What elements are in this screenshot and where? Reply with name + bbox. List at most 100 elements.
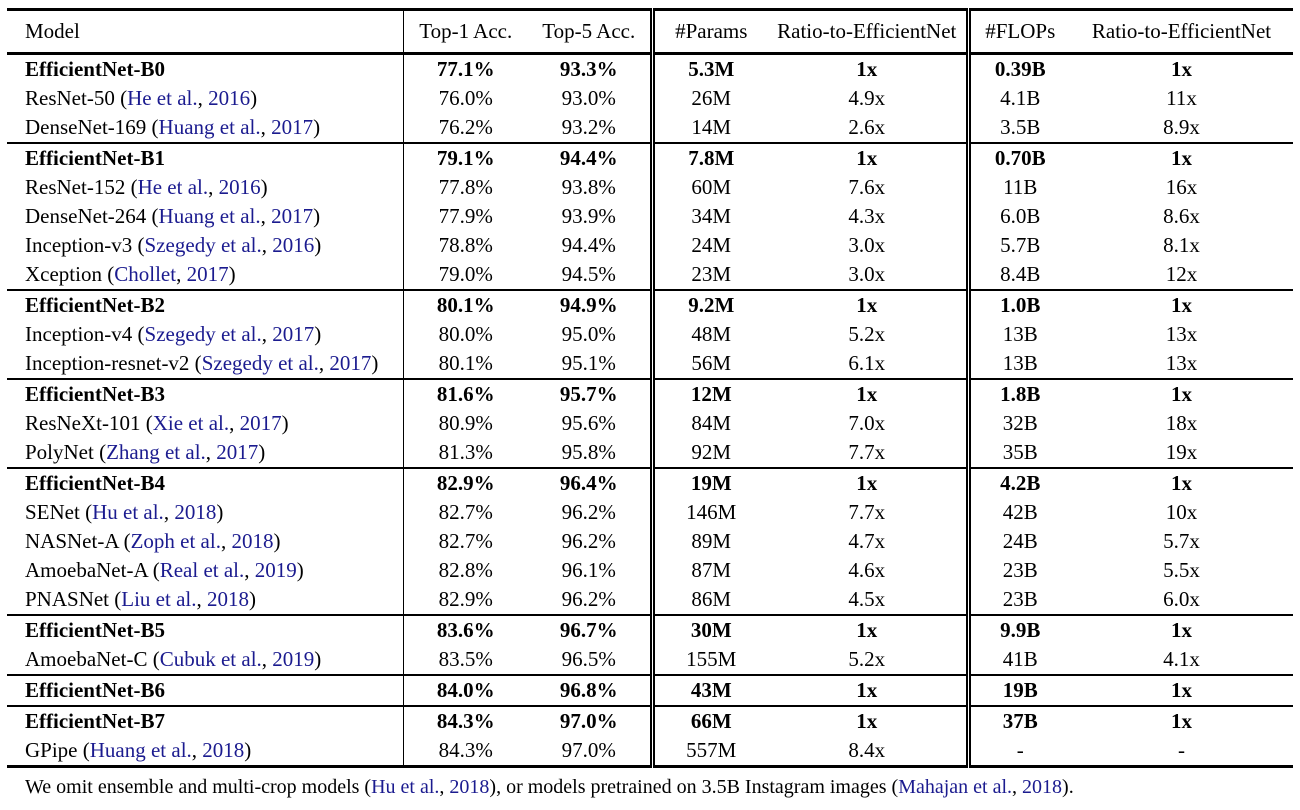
column-header-params-ratio: Ratio-to-EfficientNet: [768, 9, 971, 54]
top1-acc-cell: 84.3%: [438, 738, 493, 762]
citation-link[interactable]: Hu et al.: [92, 500, 164, 524]
model-cell: EfficientNet-B0: [7, 53, 404, 84]
model-cell: PNASNet (Liu et al., 2018): [7, 585, 404, 615]
top5-acc-cell: 93.0%: [528, 84, 655, 113]
citation-link[interactable]: Huang et al.: [158, 115, 261, 139]
static-text: EfficientNet-B1: [25, 146, 165, 170]
params-cell: 14M: [691, 115, 732, 139]
citation-link[interactable]: 2017: [272, 322, 315, 346]
flops-cell: 4.1B: [1000, 86, 1041, 110]
top1-acc-cell: 84.3%: [436, 709, 495, 733]
top1-acc-cell: 82.9%: [438, 587, 493, 611]
params-cell: 146M: [686, 500, 737, 524]
table-row: NASNet-A (Zoph et al., 2018) 82.7% 96.2% 89…: [7, 527, 1293, 556]
params-ratio-cell: 6.1x: [768, 349, 971, 379]
static-text: ,: [261, 233, 273, 257]
citation-link[interactable]: Mahajan et al.: [898, 776, 1013, 798]
citation-link[interactable]: 2017: [329, 351, 372, 375]
citation-link[interactable]: Hu et al.: [371, 776, 440, 798]
table-row: EfficientNet-B7 84.3% 97.0% 66M 1x 37B 1x: [7, 706, 1293, 736]
model-cell: DenseNet-264 (Huang et al., 2017): [7, 202, 404, 231]
static-text: EfficientNet-B5: [25, 618, 165, 642]
params-ratio-cell: 3.0x: [768, 260, 971, 290]
citation-link[interactable]: Liu et al.: [121, 587, 197, 611]
citation-link[interactable]: Zhang et al.: [106, 440, 206, 464]
table-row: EfficientNet-B4 82.9% 96.4% 19M 1x 4.2B 1x: [7, 468, 1293, 498]
params-ratio-cell: 4.7x: [768, 527, 971, 556]
static-text: EfficientNet-B0: [25, 57, 165, 81]
flops-cell: 0.39B: [994, 57, 1046, 81]
citation-link[interactable]: 2018: [207, 587, 249, 611]
top1-acc-cell: 81.6%: [436, 382, 495, 406]
params-cell: 155M: [686, 647, 737, 671]
static-text: ): [258, 440, 266, 464]
params-cell: 19M: [690, 471, 732, 495]
flops-ratio-cell: 1x: [1171, 709, 1192, 733]
model-cell: EfficientNet-B6: [7, 675, 404, 706]
citation-link[interactable]: 2017: [186, 262, 229, 286]
top1-acc-cell: 77.8%: [438, 175, 493, 199]
flops-ratio-cell: 5.7x: [1163, 529, 1200, 553]
citation-link[interactable]: 2019: [272, 647, 315, 671]
static-text: ResNeXt-101 (: [25, 411, 153, 435]
citation-link[interactable]: Szegedy et al.: [201, 351, 319, 375]
table-group: EfficientNet-B2 80.1% 94.9% 9.2M 1x 1.0B 1x Inc…: [7, 290, 1293, 379]
flops-cell: 9.9B: [1000, 618, 1041, 642]
static-text: SENet (: [25, 500, 93, 524]
params-ratio-cell: 8.4x: [768, 736, 971, 767]
citation-link[interactable]: 2018: [449, 776, 490, 798]
citation-link[interactable]: 2017: [271, 204, 314, 228]
citation-link[interactable]: Huang et al.: [158, 204, 261, 228]
params-cell: 5.3M: [688, 57, 735, 81]
static-text: ): [313, 204, 321, 228]
static-text: Inception-v3 (: [25, 233, 145, 257]
flops-ratio-cell: 8.9x: [1163, 115, 1200, 139]
table-row: DenseNet-264 (Huang et al., 2017) 77.9% 93…: [7, 202, 1293, 231]
flops-cell: 41B: [1002, 647, 1038, 671]
top5-acc-cell: 93.8%: [528, 173, 655, 202]
flops-cell: 0.70B: [994, 146, 1046, 170]
citation-link[interactable]: 2018: [231, 529, 274, 553]
params-cell: 86M: [691, 587, 732, 611]
citation-link[interactable]: 2016: [208, 86, 251, 110]
flops-ratio-cell: 1x: [1171, 678, 1192, 702]
citation-link[interactable]: Real et al.: [159, 558, 245, 582]
static-text: PolyNet (: [25, 440, 107, 464]
flops-ratio-cell: 1x: [1171, 146, 1192, 170]
flops-ratio-cell: 18x: [1165, 411, 1198, 435]
model-cell: EfficientNet-B7: [7, 706, 404, 736]
citation-link[interactable]: He et al.: [127, 86, 198, 110]
citation-link[interactable]: Xie et al.: [152, 411, 230, 435]
citation-link[interactable]: Chollet: [114, 262, 177, 286]
flops-ratio-cell: 12x: [1165, 262, 1198, 286]
citation-link[interactable]: Szegedy et al.: [144, 233, 262, 257]
table-row: EfficientNet-B5 83.6% 96.7% 30M 1x 9.9B 1x: [7, 615, 1293, 645]
citation-link[interactable]: 2016: [218, 175, 261, 199]
citation-link[interactable]: 2018: [174, 500, 217, 524]
citation-link[interactable]: 2017: [239, 411, 282, 435]
top5-acc-cell: 93.2%: [528, 113, 655, 143]
params-ratio-cell: 4.9x: [768, 84, 971, 113]
params-ratio-cell: 5.2x: [768, 320, 971, 349]
citation-link[interactable]: Huang et al.: [89, 738, 192, 762]
citation-link[interactable]: 2018: [202, 738, 245, 762]
flops-ratio-cell: 1x: [1171, 471, 1192, 495]
static-text: AmoebaNet-A (: [25, 558, 160, 582]
citation-link[interactable]: 2017: [271, 115, 314, 139]
flops-ratio-cell: 1x: [1171, 57, 1192, 81]
citation-link[interactable]: 2017: [216, 440, 259, 464]
citation-link[interactable]: Cubuk et al.: [159, 647, 262, 671]
static-text: ,: [261, 647, 273, 671]
static-text: DenseNet-169 (: [25, 115, 159, 139]
model-cell: EfficientNet-B1: [7, 143, 404, 173]
citation-link[interactable]: He et al.: [137, 175, 209, 199]
flops-cell: 8.4B: [1000, 262, 1041, 286]
citation-link[interactable]: 2019: [254, 558, 297, 582]
citation-link[interactable]: 2016: [272, 233, 315, 257]
static-text: ).: [1062, 776, 1074, 798]
citation-link[interactable]: Zoph et al.: [130, 529, 221, 553]
citation-link[interactable]: 2018: [1022, 776, 1063, 798]
model-cell: SENet (Hu et al., 2018): [7, 498, 404, 527]
citation-link[interactable]: Szegedy et al.: [144, 322, 262, 346]
top1-acc-cell: 82.9%: [436, 471, 495, 495]
